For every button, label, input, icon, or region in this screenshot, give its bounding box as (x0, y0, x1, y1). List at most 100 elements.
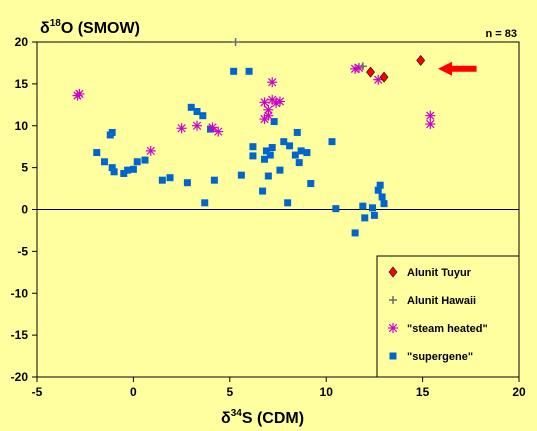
data-point-plus (358, 62, 367, 71)
x-axis-title-delta: δ (221, 410, 231, 427)
data-point-square (120, 169, 128, 177)
data-point-square (110, 168, 118, 176)
data-point-square (280, 138, 288, 146)
data-point-asterisk (373, 74, 384, 85)
data-point-square (249, 152, 257, 160)
arrow-head (438, 61, 453, 76)
data-point-diamond (366, 66, 375, 78)
y-tick-label: -5 (17, 244, 28, 258)
data-point-square (293, 128, 301, 136)
data-point-square (286, 142, 294, 150)
y-tick-label: 10 (15, 119, 29, 133)
data-point-square (284, 199, 292, 207)
data-point-square (359, 202, 367, 210)
data-point-square (133, 158, 141, 166)
data-point-square (210, 176, 218, 184)
y-tick-label: 15 (15, 77, 29, 91)
legend-marker-diamond (388, 266, 398, 278)
legend-label: Alunit Tuyur (407, 267, 472, 279)
data-point-square (376, 181, 384, 189)
data-point-asterisk (267, 77, 278, 88)
x-tick-label: 15 (416, 385, 430, 399)
data-point-square (374, 186, 382, 194)
data-point-square (100, 158, 108, 166)
data-point-asterisk (207, 122, 218, 133)
data-point-square (124, 166, 132, 174)
data-point-square (303, 149, 311, 157)
legend-label: Alunit Hawaii (407, 295, 476, 307)
data-point-square (332, 205, 340, 213)
data-point-asterisk (74, 88, 85, 99)
data-point-square (295, 159, 303, 167)
data-point-diamond (379, 71, 389, 83)
x-tick-label: 20 (512, 385, 526, 399)
data-point-square (187, 103, 195, 111)
data-point-square (93, 149, 101, 157)
data-point-plus (231, 38, 240, 46)
data-point-square (259, 187, 267, 195)
data-points (72, 38, 436, 237)
x-axis-title-rest: S (CDM) (242, 410, 304, 427)
y-tick-label: 20 (15, 35, 29, 49)
data-point-square (268, 144, 276, 152)
data-point-square (368, 204, 376, 212)
y-tick-label: 5 (21, 161, 28, 175)
data-point-square (245, 67, 253, 75)
y-tick-label: 0 (21, 203, 28, 217)
data-point-square (129, 165, 137, 173)
x-tick-label: 0 (130, 385, 137, 399)
data-point-square (199, 112, 207, 120)
x-axis-title-superscript: 34 (231, 408, 243, 419)
data-point-square (261, 155, 269, 163)
data-point-asterisk (145, 145, 156, 156)
sample-count-annotation: n = 83 (486, 28, 518, 40)
y-axis-ticks: -20 -15 -10 -5 0 5 10 15 20 (11, 35, 37, 384)
data-point-square (249, 143, 257, 151)
data-point-asterisk (425, 119, 436, 130)
data-point-square (264, 172, 272, 180)
data-point-square (141, 156, 149, 164)
y-tick-label: -20 (11, 370, 29, 384)
legend-marker-plus (389, 296, 397, 304)
data-point-square (328, 138, 336, 146)
x-tick-label: 10 (320, 385, 334, 399)
arrow-group (438, 61, 477, 76)
data-point-square (237, 171, 245, 179)
data-point-asterisk (192, 120, 203, 131)
y-axis-title-delta: δ (40, 20, 50, 37)
data-point-asterisk (263, 110, 274, 121)
legend: Alunit Tuyur Alunit Hawaii "steam heated" "… (376, 255, 520, 378)
data-point-square (380, 200, 388, 208)
legend-label: "supergene" (407, 351, 473, 363)
data-point-asterisk (259, 97, 270, 108)
data-point-square (370, 211, 378, 219)
data-point-square (158, 176, 166, 184)
x-axis-title: δ34S (CDM) (221, 408, 304, 427)
data-point-square (378, 193, 386, 201)
data-point-square (351, 229, 359, 237)
x-axis-ticks: -5 0 5 10 15 20 (32, 377, 526, 399)
data-point-square (270, 118, 278, 126)
y-axis-title-superscript: 18 (50, 18, 62, 29)
legend-label: "steam heated" (407, 323, 488, 335)
data-point-square (230, 67, 238, 75)
data-point-square (183, 179, 191, 187)
y-axis-title-rest: O (SMOW) (61, 20, 140, 37)
y-tick-label: -10 (11, 286, 29, 300)
data-point-square (193, 108, 201, 116)
x-tick-label: -5 (32, 385, 43, 399)
data-point-asterisk (425, 110, 436, 121)
data-point-asterisk (274, 96, 285, 107)
y-tick-label: -15 (11, 328, 29, 342)
legend-box (376, 255, 520, 378)
data-point-square (361, 214, 369, 222)
x-tick-label: 5 (226, 385, 233, 399)
data-point-square (108, 164, 116, 172)
data-point-square (276, 166, 284, 174)
data-point-square (266, 151, 274, 159)
data-point-square (201, 199, 209, 207)
legend-marker-square (389, 352, 397, 360)
legend-items: Alunit Tuyur Alunit Hawaii "steam heated" "… (388, 266, 488, 363)
